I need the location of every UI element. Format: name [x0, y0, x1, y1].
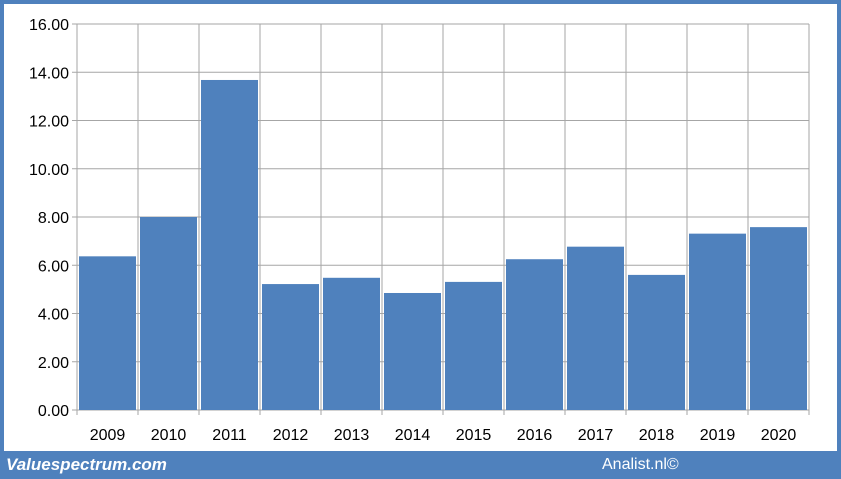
y-tick-label: 14.00 — [29, 65, 69, 82]
bar-2019 — [689, 233, 746, 410]
y-tick-label: 0.00 — [38, 403, 69, 420]
y-tick-label: 2.00 — [38, 355, 69, 372]
y-axis-ticks: 0.00 2.00 4.00 6.00 8.00 10.00 12.00 14.00 16.00 — [29, 17, 69, 420]
brand-label: Valuespectrum.com — [6, 455, 167, 474]
x-tick-label: 2014 — [395, 427, 431, 444]
x-axis-ticks: 2009 2010 2011 2012 2013 2014 2015 2016 2017 2018… — [90, 427, 797, 444]
bar-2020 — [750, 227, 807, 410]
x-tick-label: 2016 — [517, 427, 553, 444]
y-tick-label: 8.00 — [38, 210, 69, 227]
y-tick-label: 4.00 — [38, 307, 69, 324]
bar-chart: 0.00 2.00 4.00 6.00 8.00 10.00 12.00 14.00 16.00… — [29, 17, 810, 444]
x-tick-label: 2013 — [334, 427, 370, 444]
y-tick-label: 12.00 — [29, 114, 69, 131]
bars — [79, 79, 807, 410]
bar-2015 — [445, 281, 502, 410]
x-tick-label: 2011 — [212, 427, 247, 444]
bar-2018 — [628, 274, 685, 410]
x-tick-label: 2010 — [151, 427, 187, 444]
bar-2013 — [323, 277, 380, 410]
bar-2009 — [79, 256, 136, 410]
bar-2010 — [140, 217, 197, 410]
bar-2014 — [384, 292, 441, 410]
x-tick-label: 2020 — [761, 427, 797, 444]
x-tick-label: 2017 — [578, 427, 614, 444]
y-tick-label: 6.00 — [38, 258, 69, 275]
x-tick-label: 2012 — [273, 427, 309, 444]
x-tick-label: 2009 — [90, 427, 126, 444]
gridlines — [72, 23, 810, 415]
credit-label: Analist.nl© — [602, 456, 679, 473]
bar-2012 — [262, 284, 319, 410]
bar-2017 — [567, 246, 624, 410]
bar-2011 — [201, 79, 258, 410]
chart-frame: 0.00 2.00 4.00 6.00 8.00 10.00 12.00 14.00 16.00… — [4, 4, 837, 451]
x-tick-label: 2019 — [700, 427, 736, 444]
y-tick-label: 16.00 — [29, 17, 69, 34]
y-tick-label: 10.00 — [29, 162, 69, 179]
bar-2016 — [506, 259, 563, 410]
x-tick-label: 2015 — [456, 427, 492, 444]
x-tick-label: 2018 — [639, 427, 675, 444]
